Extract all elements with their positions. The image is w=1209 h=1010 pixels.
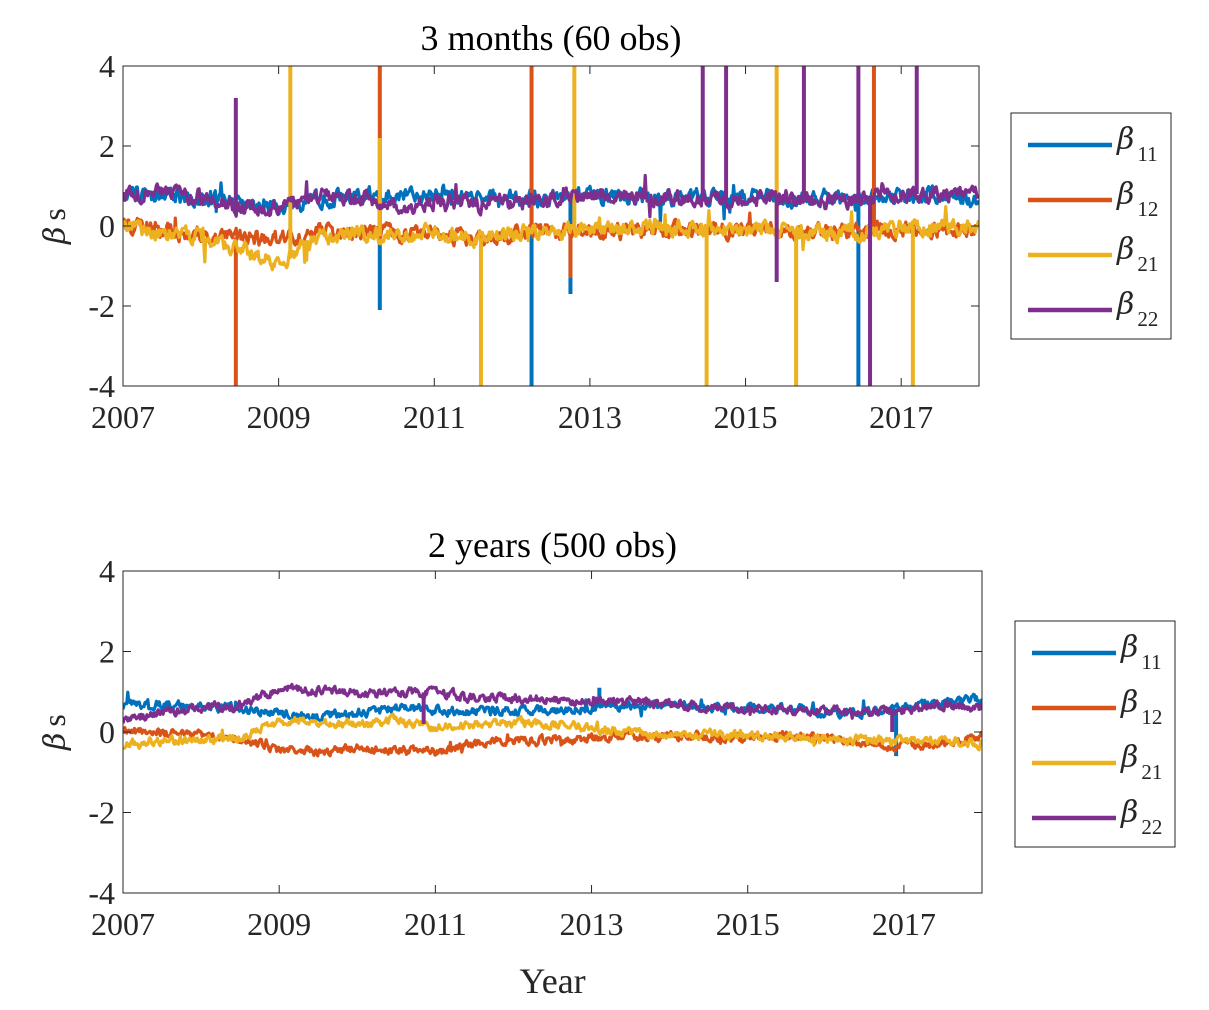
x-tick-label: 2015 [716, 906, 780, 942]
legend-subscript: 22 [1141, 815, 1162, 839]
legend-label-12: β 12 [1116, 177, 1158, 221]
x-tick-label: 2015 [714, 399, 778, 435]
legend-subscript: 21 [1141, 760, 1162, 784]
series-line-21 [123, 205, 979, 272]
legend-symbol: β [1116, 122, 1134, 157]
legend-subscript: 22 [1137, 307, 1158, 331]
x-tick-label: 2007 [91, 399, 155, 435]
x-tick-label: 2013 [560, 906, 624, 942]
x-axis-label: Year [519, 961, 585, 1001]
legend-label-22: β 22 [1116, 287, 1158, 331]
legend-subscript: 21 [1137, 252, 1158, 276]
y-tick-label: -2 [88, 795, 115, 831]
legend-symbol: β [1116, 177, 1134, 212]
legend-label-12: β 12 [1120, 685, 1162, 729]
x-tick-label: 2017 [872, 906, 936, 942]
y-tick-label: -4 [88, 368, 115, 404]
plot-area [123, 682, 982, 758]
legend: β 11β 12β 21β 22 [1014, 620, 1176, 848]
x-tick-label: 2011 [403, 399, 466, 435]
x-tick-label: 2009 [247, 399, 311, 435]
chart-title: 3 months (60 obs) [421, 18, 682, 58]
series-22 [123, 682, 982, 732]
legend-label-22: β 22 [1120, 795, 1162, 839]
legend-symbol: β [1120, 685, 1138, 720]
series-line-21 [123, 712, 982, 752]
y-tick-label: -4 [88, 875, 115, 911]
series-22 [123, 66, 979, 386]
legend-label-11: β 11 [1116, 122, 1158, 166]
y-tick-label: 4 [99, 48, 115, 84]
x-tick-label: 2017 [869, 399, 933, 435]
legend-label-21: β 21 [1120, 740, 1162, 784]
legend-label-21: β 21 [1116, 232, 1158, 276]
series-21 [123, 712, 982, 752]
legend-box [1010, 112, 1172, 340]
x-tick-label: 2011 [404, 906, 467, 942]
x-tick-label: 2013 [558, 399, 622, 435]
series-line-22 [123, 173, 979, 219]
y-tick-label: 2 [99, 634, 115, 670]
legend-symbol: β [1116, 232, 1134, 267]
x-tick-label: 2007 [91, 906, 155, 942]
chart-panel-1: 3 months (60 obs)2007 2009 2011 2013 2015 201… [36, 18, 1172, 435]
legend-subscript: 11 [1141, 650, 1161, 674]
legend-subscript: 11 [1137, 142, 1157, 166]
legend-subscript: 12 [1141, 705, 1162, 729]
legend-symbol: β [1116, 287, 1134, 322]
y-axis-label: βs [36, 714, 73, 751]
legend: β 11β 12β 21β 22 [1010, 112, 1172, 340]
x-tick-label: 2009 [247, 906, 311, 942]
y-axis-label-symbol: β [38, 733, 73, 751]
legend-subscript: 12 [1137, 197, 1158, 221]
chart-title: 2 years (500 obs) [428, 525, 677, 565]
y-axis-label-text: s [36, 714, 72, 726]
legend-box [1014, 620, 1176, 848]
y-tick-label: 0 [99, 714, 115, 750]
y-tick-label: 4 [99, 553, 115, 589]
y-tick-label: 2 [99, 128, 115, 164]
legend-symbol: β [1120, 740, 1138, 775]
series-line-22 [123, 682, 982, 724]
legend-label-11: β 11 [1120, 630, 1162, 674]
y-axis-label-text: s [36, 208, 72, 220]
series-line-11 [123, 690, 982, 723]
y-tick-label: 0 [99, 208, 115, 244]
legend-symbol: β [1120, 630, 1138, 665]
plot-area [123, 66, 979, 386]
y-tick-label: -2 [88, 288, 115, 324]
chart-panel-2: 2 years (500 obs)2007 2009 2011 2013 2015 201… [36, 525, 1176, 1001]
series-21 [123, 66, 979, 386]
y-axis-label: βs [36, 208, 73, 245]
y-axis-label-symbol: β [38, 227, 73, 245]
legend-symbol: β [1120, 795, 1138, 830]
